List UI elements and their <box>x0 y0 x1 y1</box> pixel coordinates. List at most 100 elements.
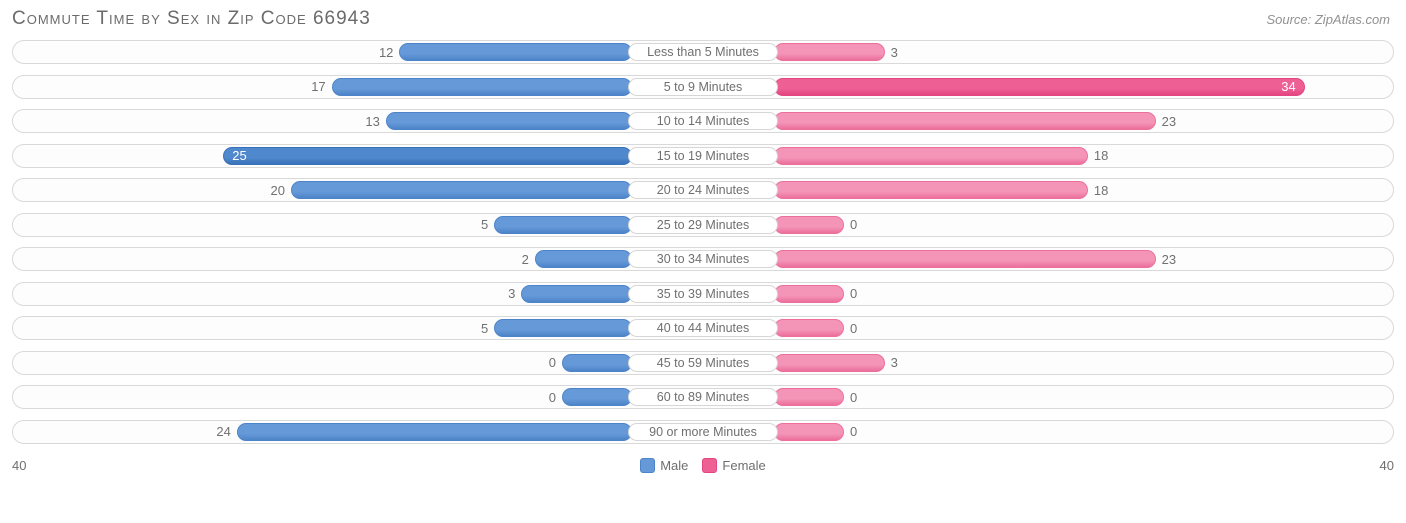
chart-row: 2 23 30 to 34 Minutes <box>12 247 1394 271</box>
chart-row: 12 3 Less than 5 Minutes <box>12 40 1394 64</box>
female-value-label: 18 <box>1088 148 1114 163</box>
female-half: 3 <box>774 43 1389 61</box>
male-bar: 25 <box>223 147 632 165</box>
category-label: 45 to 59 Minutes <box>628 354 778 372</box>
female-value-label: 3 <box>885 45 904 60</box>
chart-row: 0 3 45 to 59 Minutes <box>12 351 1394 375</box>
female-bar <box>774 147 1088 165</box>
male-value-label: 17 <box>305 79 331 94</box>
female-bar <box>774 388 844 406</box>
female-value-label: 18 <box>1088 183 1114 198</box>
category-label: 10 to 14 Minutes <box>628 112 778 130</box>
male-value-label: 0 <box>543 355 562 370</box>
legend: Male Female <box>640 458 766 473</box>
female-half: 0 <box>774 388 1389 406</box>
chart-row: 5 0 40 to 44 Minutes <box>12 316 1394 340</box>
category-label: 35 to 39 Minutes <box>628 285 778 303</box>
category-label: 20 to 24 Minutes <box>628 181 778 199</box>
male-bar <box>562 354 632 372</box>
male-half: 17 <box>17 78 632 96</box>
male-bar <box>332 78 632 96</box>
chart-row: 20 18 20 to 24 Minutes <box>12 178 1394 202</box>
category-label: 30 to 34 Minutes <box>628 250 778 268</box>
category-label: 40 to 44 Minutes <box>628 319 778 337</box>
female-half: 0 <box>774 319 1389 337</box>
chart-header: Commute Time by Sex in Zip Code 66943 So… <box>0 0 1406 40</box>
female-value-label: 23 <box>1156 252 1182 267</box>
legend-label-female: Female <box>722 458 765 473</box>
female-bar <box>774 112 1156 130</box>
female-half: 0 <box>774 423 1389 441</box>
male-value-label-inner: 25 <box>232 148 246 163</box>
swatch-male <box>640 458 655 473</box>
chart-row: 24 0 90 or more Minutes <box>12 420 1394 444</box>
chart-source: Source: ZipAtlas.com <box>1266 12 1390 27</box>
male-half: 0 <box>17 388 632 406</box>
male-value-label: 2 <box>516 252 535 267</box>
female-bar <box>774 181 1088 199</box>
category-label: 25 to 29 Minutes <box>628 216 778 234</box>
male-bar <box>521 285 632 303</box>
male-bar <box>291 181 632 199</box>
female-bar <box>774 285 844 303</box>
male-half: 3 <box>17 285 632 303</box>
axis-max-right: 40 <box>1380 458 1394 473</box>
female-half: 0 <box>774 216 1389 234</box>
chart-row: 25 18 15 to 19 Minutes <box>12 144 1394 168</box>
male-bar <box>494 319 632 337</box>
female-bar <box>774 216 844 234</box>
female-half: 18 <box>774 181 1389 199</box>
female-bar <box>774 43 885 61</box>
female-half: 34 <box>774 78 1389 96</box>
chart-area: 123Less than 5 Minutes17345 to 9 Minutes… <box>0 40 1406 458</box>
male-value-label: 24 <box>210 424 236 439</box>
female-value-label: 3 <box>885 355 904 370</box>
male-half: 0 <box>17 354 632 372</box>
male-value-label: 5 <box>475 321 494 336</box>
chart-row: 3 0 35 to 39 Minutes <box>12 282 1394 306</box>
male-half: 5 <box>17 216 632 234</box>
male-value-label: 20 <box>265 183 291 198</box>
chart-footer: 40 Male Female 40 <box>0 458 1406 481</box>
female-value-label: 0 <box>844 424 863 439</box>
legend-label-male: Male <box>660 458 688 473</box>
male-half: 24 <box>17 423 632 441</box>
female-value-label: 0 <box>844 321 863 336</box>
male-half: 12 <box>17 43 632 61</box>
male-bar <box>386 112 632 130</box>
female-half: 23 <box>774 112 1389 130</box>
legend-item-male: Male <box>640 458 688 473</box>
female-bar: 34 <box>774 78 1305 96</box>
male-half: 13 <box>17 112 632 130</box>
category-label: 15 to 19 Minutes <box>628 147 778 165</box>
male-value-label: 0 <box>543 390 562 405</box>
male-half: 2 <box>17 250 632 268</box>
chart-title: Commute Time by Sex in Zip Code 66943 <box>12 8 371 30</box>
male-bar <box>494 216 632 234</box>
male-value-label: 12 <box>373 45 399 60</box>
female-half: 0 <box>774 285 1389 303</box>
female-value-label: 23 <box>1156 114 1182 129</box>
chart-row: 0 0 60 to 89 Minutes <box>12 385 1394 409</box>
category-label: Less than 5 Minutes <box>628 43 778 61</box>
category-label: 60 to 89 Minutes <box>628 388 778 406</box>
chart-row: 13 23 10 to 14 Minutes <box>12 109 1394 133</box>
male-value-label: 5 <box>475 217 494 232</box>
male-half: 25 <box>17 147 632 165</box>
female-value-label: 0 <box>844 390 863 405</box>
female-half: 18 <box>774 147 1389 165</box>
swatch-female <box>702 458 717 473</box>
female-value-label: 0 <box>844 286 863 301</box>
female-value-label-inner: 34 <box>1281 79 1295 94</box>
female-bar <box>774 423 844 441</box>
male-bar <box>535 250 632 268</box>
female-half: 23 <box>774 250 1389 268</box>
female-bar <box>774 354 885 372</box>
male-half: 20 <box>17 181 632 199</box>
category-label: 90 or more Minutes <box>628 423 778 441</box>
chart-row: 17345 to 9 Minutes <box>12 75 1394 99</box>
axis-max-left: 40 <box>12 458 26 473</box>
male-bar <box>237 423 632 441</box>
male-value-label: 3 <box>502 286 521 301</box>
female-half: 3 <box>774 354 1389 372</box>
